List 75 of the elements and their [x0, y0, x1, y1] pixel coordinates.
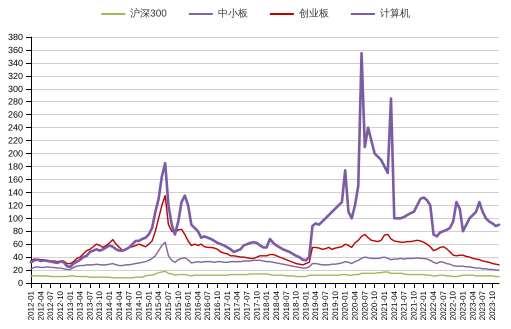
y-tick-label: 380: [8, 32, 23, 42]
x-tick-label: 2019-07: [321, 290, 330, 320]
y-tick-label: 20: [12, 265, 23, 276]
x-tick-label: 2016-04: [193, 290, 202, 320]
x-tick-label: 2021-10: [409, 290, 418, 320]
line-series: [30, 194, 500, 266]
line-series: [30, 270, 500, 279]
x-tick-label: 2022-10: [448, 290, 458, 320]
y-tick-label: 340: [8, 58, 23, 68]
x-tick-label: 2014-10: [134, 290, 144, 320]
x-tick-label: 2014-04: [114, 290, 124, 320]
x-tick-label: 2017-07: [242, 290, 252, 320]
x-tick-label: 2020-07: [360, 290, 370, 320]
y-tick-label: 100: [8, 213, 23, 224]
x-tick-label: 2015-07: [164, 290, 173, 320]
x-tick-label: 2020-10: [370, 290, 380, 320]
x-tick-label: 2020-04: [350, 290, 360, 320]
y-tick-label: 0: [18, 278, 23, 288]
x-tick-label: 2016-01: [184, 290, 193, 320]
y-tick-label: 200: [8, 148, 23, 159]
x-tick-label: 2018-07: [282, 290, 291, 320]
x-tick-label: 2021-07: [400, 290, 409, 320]
y-tick-label: 80: [12, 226, 23, 236]
x-tick-label: 2023-01: [458, 290, 468, 320]
x-tick-label: 2023-10: [488, 290, 497, 320]
x-tick-label: 2017-04: [232, 290, 242, 320]
x-tick-label: 2022-01: [419, 290, 428, 320]
line-series: [30, 52, 500, 268]
y-tick-label: 260: [8, 110, 23, 120]
x-tick-label: 2012-01: [26, 290, 36, 320]
x-tick-label: 2016-07: [203, 290, 212, 320]
x-tick-label: 2023-04: [468, 290, 478, 320]
y-tick-label: 40: [12, 252, 23, 262]
y-tick-label: 220: [8, 136, 23, 146]
x-tick-label: 2013-07: [85, 290, 94, 320]
x-tick-label: 2013-01: [66, 290, 75, 320]
y-tick-label: 360: [8, 44, 23, 55]
y-tick-label: 240: [8, 122, 23, 133]
x-tick-label: 2013-04: [76, 290, 85, 320]
x-tick-label: 2014-01: [105, 290, 114, 320]
x-tick-label: 2015-10: [174, 290, 183, 320]
x-tick-label: 2018-04: [272, 290, 281, 320]
x-tick-label: 2015-04: [154, 290, 164, 320]
x-tick-label: 2022-07: [438, 290, 448, 320]
x-tick-label: 2019-04: [311, 290, 320, 320]
y-tick-label: 280: [8, 96, 23, 107]
x-tick-label: 2020-01: [340, 290, 350, 320]
y-tick-label: 140: [8, 187, 23, 198]
x-tick-label: 2021-04: [390, 290, 399, 320]
x-tick-label: 2019-10: [330, 290, 340, 320]
x-tick-label: 2012-04: [36, 290, 46, 320]
x-tick-label: 2014-07: [124, 290, 134, 320]
x-tick-label: 2021-01: [380, 290, 389, 320]
y-tick-label: 120: [8, 200, 23, 210]
y-tick-label: 180: [8, 161, 23, 172]
x-tick-label: 2015-01: [144, 290, 154, 320]
x-tick-label: 2019-01: [301, 290, 310, 320]
x-tick-label: 2018-10: [292, 290, 301, 320]
legend-label: 沪深300: [130, 8, 168, 20]
x-tick-label: 2016-10: [213, 290, 222, 320]
x-tick-label: 2013-10: [95, 290, 104, 320]
y-tick-label: 320: [8, 70, 23, 81]
x-tick-label: 2022-04: [429, 290, 438, 320]
x-tick-label: 2017-01: [222, 290, 232, 320]
y-tick-label: 300: [8, 84, 23, 94]
y-tick-label: 160: [8, 174, 23, 184]
legend-label: 中小板: [218, 8, 248, 20]
x-tick-label: 2018-01: [262, 290, 272, 320]
y-tick-label: 60: [12, 239, 23, 250]
x-tick-label: 2017-10: [252, 290, 262, 320]
x-tick-label: 2023-07: [478, 290, 488, 320]
legend-label: 创业板: [298, 8, 329, 20]
x-tick-label: 2012-07: [46, 290, 56, 320]
legend-label: 计算机: [380, 8, 410, 20]
x-tick-label: 2012-10: [56, 290, 65, 320]
